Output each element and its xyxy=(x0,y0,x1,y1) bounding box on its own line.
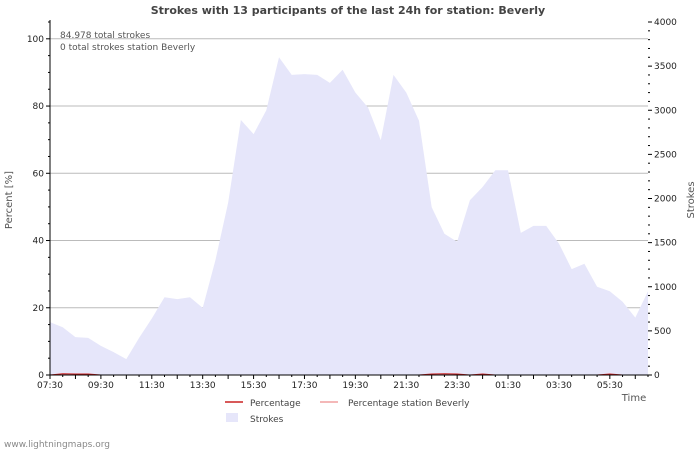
x-axis-ticks: 07:30 09:30 11:30 13:30 15:30 17:30 19:30 21:30… xyxy=(37,375,649,391)
legend: Percentage Percentage station Beverly St… xyxy=(225,399,470,425)
right-tick-label-3000: 3000 xyxy=(654,106,677,116)
y-left-label: Percent [%] xyxy=(4,171,15,229)
left-tick-label-100: 100 xyxy=(27,35,44,45)
left-tick-label-20: 20 xyxy=(33,304,45,314)
y-right-label: Strokes xyxy=(686,181,697,218)
x-tick-label-4: 15:30 xyxy=(241,381,267,391)
right-tick-label-2500: 2500 xyxy=(654,150,677,160)
left-axis-ticks: 0 20 40 60 80 100 xyxy=(27,21,50,381)
x-tick-label-3: 13:30 xyxy=(190,381,216,391)
strokes-area xyxy=(50,57,648,376)
x-tick-label-2: 11:30 xyxy=(139,381,165,391)
info-total-strokes: 84.978 total strokes xyxy=(60,31,150,41)
footer-credit: www.lightningmaps.org xyxy=(4,440,110,450)
x-tick-label-11: 05:30 xyxy=(597,381,623,391)
x-tick-label-9: 01:30 xyxy=(495,381,521,391)
legend-label-percentage: Percentage xyxy=(250,399,301,409)
right-tick-label-4000: 4000 xyxy=(654,18,677,28)
x-tick-label-0: 07:30 xyxy=(37,381,63,391)
x-tick-label-7: 21:30 xyxy=(393,381,419,391)
right-tick-label-2000: 2000 xyxy=(654,195,677,205)
legend-label-station: Percentage station Beverly xyxy=(348,399,470,409)
right-axis-ticks: 0 500 1000 1500 2000 2500 3000 3500 4000 xyxy=(648,18,677,381)
left-tick-label-0: 0 xyxy=(38,371,44,381)
x-tick-label-6: 19:30 xyxy=(342,381,368,391)
left-tick-label-60: 60 xyxy=(33,169,45,179)
x-axis-label: Time xyxy=(621,393,646,404)
x-tick-label-8: 23:30 xyxy=(444,381,470,391)
legend-swatch-strokes xyxy=(226,413,238,422)
right-tick-label-1000: 1000 xyxy=(654,283,677,293)
chart-title: Strokes with 13 participants of the last… xyxy=(151,4,545,17)
x-tick-label-1: 09:30 xyxy=(88,381,114,391)
right-tick-label-500: 500 xyxy=(654,327,671,337)
left-tick-label-80: 80 xyxy=(33,102,45,112)
right-tick-label-0: 0 xyxy=(654,371,660,381)
x-tick-label-10: 03:30 xyxy=(546,381,572,391)
info-station-strokes: 0 total strokes station Beverly xyxy=(60,43,196,53)
right-tick-label-1500: 1500 xyxy=(654,239,677,249)
right-tick-label-3500: 3500 xyxy=(654,62,677,72)
x-tick-label-5: 17:30 xyxy=(291,381,317,391)
legend-label-strokes: Strokes xyxy=(250,415,284,425)
left-tick-label-40: 40 xyxy=(33,237,45,247)
